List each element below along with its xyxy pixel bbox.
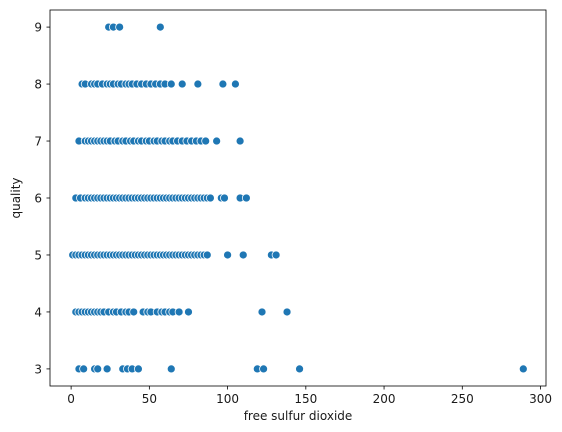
scatter-point: [241, 193, 251, 203]
scatter-point: [295, 364, 304, 374]
scatter-point: [174, 307, 184, 317]
scatter-point: [206, 193, 215, 203]
scatter-point: [282, 307, 292, 317]
scatter-points: [68, 22, 528, 374]
scatter-point: [129, 307, 139, 317]
x-tick-label: 250: [451, 392, 474, 406]
y-tick-label: 5: [34, 248, 42, 262]
scatter-point: [177, 79, 187, 89]
scatter-point: [102, 364, 112, 374]
x-tick-label: 0: [67, 392, 75, 406]
scatter-point: [518, 364, 528, 374]
scatter-point: [231, 79, 240, 89]
scatter-point: [193, 79, 203, 89]
scatter-point: [93, 364, 103, 374]
scatter-point: [235, 136, 245, 146]
y-tick-label: 8: [34, 78, 42, 92]
scatter-point: [238, 250, 248, 260]
x-tick-label: 200: [373, 392, 396, 406]
scatter-point: [212, 136, 222, 146]
y-axis-label: quality: [9, 177, 23, 218]
scatter-point: [259, 364, 268, 374]
scatter-point: [201, 136, 211, 146]
scatter-point: [166, 79, 176, 89]
x-axis-ticks: 0 50 100 150 200 250 300: [67, 386, 552, 406]
scatter-point: [166, 364, 176, 374]
y-tick-label: 9: [34, 21, 42, 35]
y-tick-label: 3: [34, 362, 42, 376]
x-axis-label: free sulfur dioxide: [244, 409, 353, 423]
x-tick-label: 150: [294, 392, 317, 406]
scatter-point: [184, 307, 193, 317]
scatter-point: [115, 22, 125, 32]
x-tick-label: 300: [529, 392, 552, 406]
y-tick-label: 7: [34, 135, 42, 149]
y-tick-label: 4: [34, 305, 42, 319]
scatter-point: [220, 193, 229, 203]
scatter-point: [155, 22, 165, 32]
scatter-point: [218, 79, 228, 89]
scatter-point: [202, 250, 212, 260]
scatter-point: [257, 307, 267, 317]
x-tick-label: 50: [142, 392, 157, 406]
x-tick-label: 100: [216, 392, 239, 406]
plot-frame: [49, 9, 547, 387]
scatter-point: [223, 250, 232, 260]
scatter-point: [134, 364, 143, 374]
scatter-point: [79, 364, 89, 374]
y-axis-ticks: 3 4 5 6 7 8 9: [34, 21, 50, 376]
scatter-point: [271, 250, 281, 260]
y-tick-label: 6: [34, 192, 42, 206]
